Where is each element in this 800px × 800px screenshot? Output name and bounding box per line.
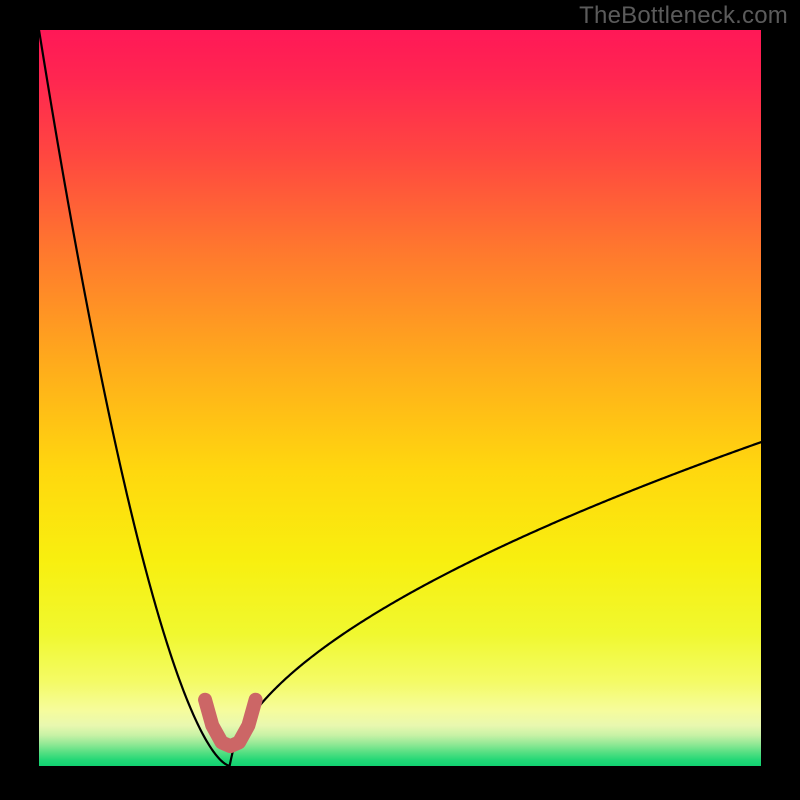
- bottleneck-curve-chart: [0, 0, 800, 800]
- watermark-text: TheBottleneck.com: [579, 2, 788, 30]
- chart-stage: TheBottleneck.com: [0, 0, 800, 800]
- gradient-background: [39, 30, 761, 766]
